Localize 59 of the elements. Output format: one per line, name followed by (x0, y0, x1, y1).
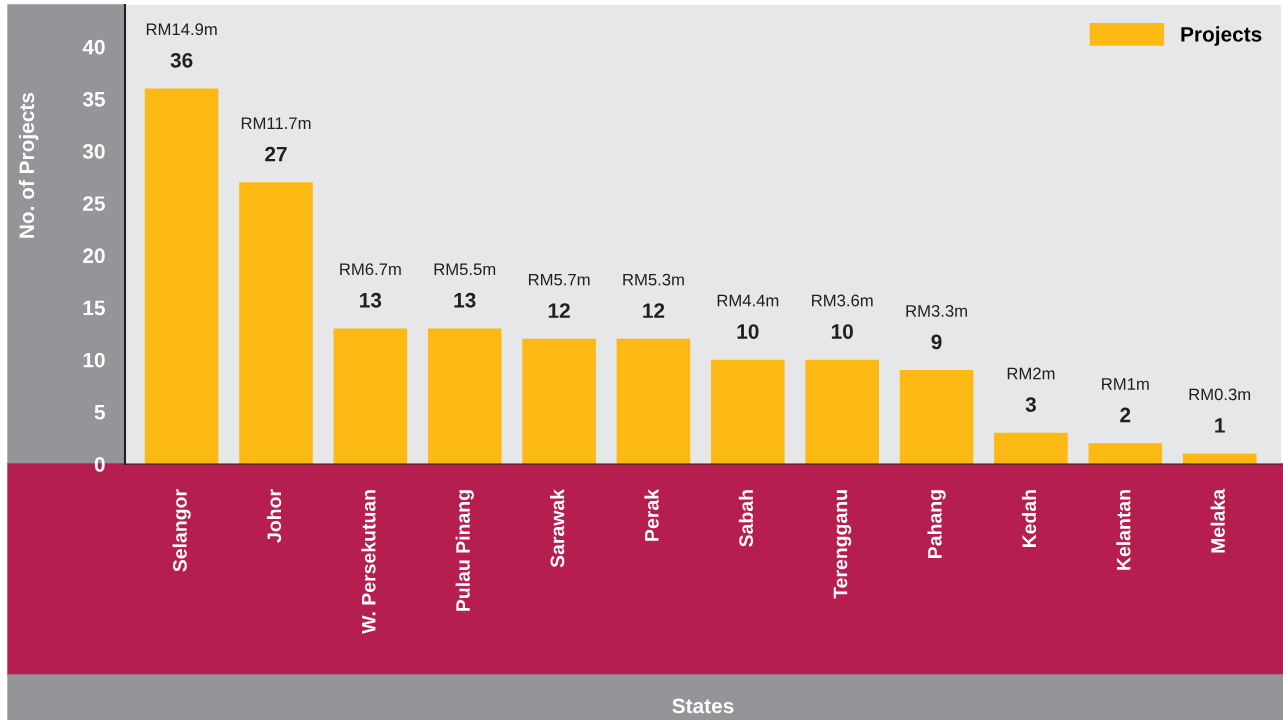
annotation: RM14.9m (146, 23, 217, 36)
annotation: RM1m (1102, 378, 1149, 390)
x-tick-label: Terengganu (833, 490, 852, 599)
annotation: RM6.7m (340, 263, 401, 276)
y-axis-title: No. of Projects (18, 92, 39, 238)
annotation: RM5.7m (528, 273, 590, 286)
data-label: 27 (265, 146, 287, 162)
annotation: RM2m (1007, 367, 1055, 380)
x-tick-label: Sabah (738, 490, 754, 547)
bar (522, 338, 596, 464)
data-label: 1 (1215, 418, 1225, 433)
legend-label: Projects (1181, 26, 1262, 46)
data-label: 12 (548, 303, 570, 318)
y-tick-label: 10 (83, 352, 105, 368)
data-label: 9 (931, 334, 942, 350)
data-label: 12 (643, 303, 665, 318)
y-tick-label: 0 (94, 457, 105, 472)
y-tick-label: 30 (82, 144, 105, 159)
data-label: 10 (737, 324, 759, 339)
bar (239, 182, 313, 464)
x-tick-label: Johor (266, 489, 282, 543)
x-tick-label: Pahang (927, 490, 946, 558)
bar (333, 328, 408, 464)
data-label: 3 (1025, 397, 1036, 412)
y-tick-label: 25 (83, 196, 105, 211)
x-tick-label: Kelantan (1116, 490, 1131, 570)
annotation: RM3.3m (906, 305, 967, 317)
x-tick-label: Perak (644, 488, 659, 541)
x-tick-label: Kedah (1021, 490, 1037, 548)
data-label: 36 (170, 52, 193, 68)
y-tick-label: 20 (83, 248, 105, 264)
x-tick-label: Melaka (1210, 488, 1225, 553)
bar (144, 88, 219, 464)
annotation: RM4.4m (717, 294, 779, 307)
y-tick-label: 5 (94, 405, 105, 420)
x-tick-label: Pulau Pinang (455, 490, 474, 611)
data-label: 13 (454, 292, 476, 308)
bar (899, 370, 974, 464)
y-tick-label: 35 (82, 91, 105, 107)
bar (711, 359, 785, 464)
data-label: 10 (831, 324, 853, 339)
bar (1088, 443, 1163, 464)
annotation: RM3.6m (812, 294, 873, 307)
x-tick-label: Selangor (172, 489, 191, 572)
x-tick-label: W. Persekutuan (361, 490, 376, 634)
bar (427, 328, 502, 464)
annotation: RM5.5m (434, 263, 496, 276)
data-label: 2 (1120, 407, 1131, 423)
x-tick-label: Sarawak (550, 488, 565, 568)
y-tick-label: 40 (82, 39, 105, 55)
annotation: RM11.7m (241, 117, 311, 129)
annotation: RM0.3m (1189, 388, 1251, 401)
x-axis-title: States (672, 698, 734, 714)
annotation: RM5.3m (623, 273, 684, 286)
y-tick-label: 15 (83, 300, 105, 316)
bar (616, 338, 691, 464)
bar (994, 432, 1068, 464)
data-label: 13 (360, 292, 382, 308)
bar (805, 359, 879, 464)
